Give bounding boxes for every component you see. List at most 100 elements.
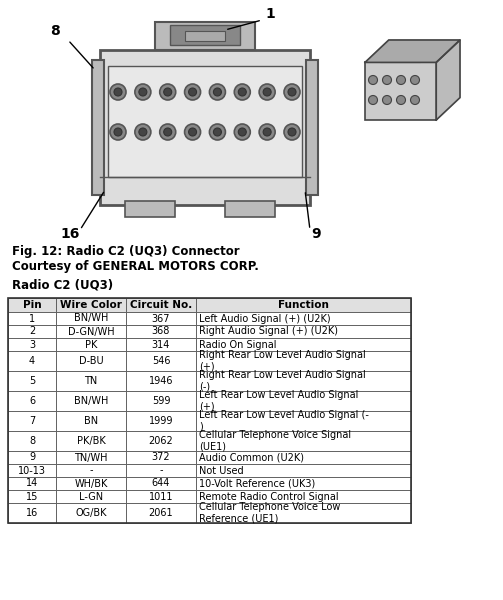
Text: L-GN: L-GN xyxy=(79,491,103,502)
Bar xyxy=(196,338,411,351)
Circle shape xyxy=(238,88,246,96)
Text: Right Rear Low Level Audio Signal
(+): Right Rear Low Level Audio Signal (+) xyxy=(199,350,366,372)
Text: Function: Function xyxy=(278,300,329,310)
Text: 599: 599 xyxy=(152,396,170,406)
Circle shape xyxy=(234,84,250,100)
Text: WH/BK: WH/BK xyxy=(74,479,108,488)
Text: TN/WH: TN/WH xyxy=(74,452,108,463)
Bar xyxy=(56,451,126,464)
Circle shape xyxy=(396,95,405,104)
Bar xyxy=(56,411,126,431)
Circle shape xyxy=(110,124,126,140)
Polygon shape xyxy=(365,40,460,62)
Text: PK: PK xyxy=(85,340,97,349)
Circle shape xyxy=(189,128,197,136)
Text: 1946: 1946 xyxy=(149,376,173,386)
Bar xyxy=(8,490,56,503)
Text: OG/BK: OG/BK xyxy=(75,508,107,518)
Circle shape xyxy=(234,124,250,140)
Bar xyxy=(170,25,240,45)
Text: 8: 8 xyxy=(50,24,60,38)
Text: 546: 546 xyxy=(152,356,170,366)
Bar xyxy=(196,312,411,325)
Text: 15: 15 xyxy=(26,491,38,502)
Text: 2062: 2062 xyxy=(148,436,174,446)
Bar xyxy=(8,371,56,391)
Text: BN: BN xyxy=(84,416,98,426)
Text: 644: 644 xyxy=(152,479,170,488)
Text: 16: 16 xyxy=(60,227,79,241)
Bar xyxy=(126,312,196,325)
Text: 6: 6 xyxy=(29,396,35,406)
Bar xyxy=(56,351,126,371)
Bar xyxy=(126,371,196,391)
Bar xyxy=(8,477,56,490)
Circle shape xyxy=(114,128,122,136)
Circle shape xyxy=(209,84,225,100)
Bar xyxy=(126,298,196,312)
Circle shape xyxy=(135,124,151,140)
Bar xyxy=(225,201,275,217)
Circle shape xyxy=(110,84,126,100)
Bar xyxy=(196,325,411,338)
Circle shape xyxy=(288,88,296,96)
Bar xyxy=(8,338,56,351)
Text: 10-13: 10-13 xyxy=(18,466,46,475)
Bar xyxy=(56,298,126,312)
Circle shape xyxy=(160,84,176,100)
Text: Cellular Telephone Voice Signal
(UE1): Cellular Telephone Voice Signal (UE1) xyxy=(199,430,351,452)
Circle shape xyxy=(284,84,300,100)
Text: 9: 9 xyxy=(311,227,321,241)
Bar xyxy=(196,371,411,391)
Bar xyxy=(196,490,411,503)
Circle shape xyxy=(288,128,296,136)
Bar xyxy=(126,490,196,503)
Text: Not Used: Not Used xyxy=(199,466,243,475)
Bar xyxy=(155,22,255,50)
Bar xyxy=(306,60,318,195)
Text: Radio C2 (UQ3): Radio C2 (UQ3) xyxy=(12,278,113,291)
Text: 8: 8 xyxy=(29,436,35,446)
Circle shape xyxy=(139,88,147,96)
Text: Circuit No.: Circuit No. xyxy=(130,300,192,310)
Text: 10-Volt Reference (UK3): 10-Volt Reference (UK3) xyxy=(199,479,315,488)
Circle shape xyxy=(185,84,201,100)
Text: 1: 1 xyxy=(29,313,35,323)
Circle shape xyxy=(382,95,391,104)
Bar xyxy=(196,411,411,431)
Text: D-BU: D-BU xyxy=(78,356,103,366)
Bar xyxy=(8,431,56,451)
Text: 2: 2 xyxy=(29,326,35,337)
Bar xyxy=(56,464,126,477)
Circle shape xyxy=(163,88,172,96)
Bar xyxy=(56,391,126,411)
Circle shape xyxy=(213,128,221,136)
Bar xyxy=(8,503,56,523)
FancyBboxPatch shape xyxy=(100,50,310,205)
Text: Wire Color: Wire Color xyxy=(60,300,122,310)
Bar xyxy=(56,490,126,503)
Bar xyxy=(126,351,196,371)
Text: 368: 368 xyxy=(152,326,170,337)
Text: 1011: 1011 xyxy=(149,491,173,502)
Text: Courtesy of GENERAL MOTORS CORP.: Courtesy of GENERAL MOTORS CORP. xyxy=(12,260,259,273)
Text: Left Rear Low Level Audio Signal (-
): Left Rear Low Level Audio Signal (- ) xyxy=(199,410,369,432)
Circle shape xyxy=(259,124,275,140)
Text: Right Rear Low Level Audio Signal
(-): Right Rear Low Level Audio Signal (-) xyxy=(199,370,366,392)
Text: 1999: 1999 xyxy=(149,416,173,426)
Circle shape xyxy=(213,88,221,96)
Bar xyxy=(126,431,196,451)
Bar xyxy=(8,411,56,431)
Bar xyxy=(196,298,411,312)
Text: 314: 314 xyxy=(152,340,170,349)
Bar xyxy=(126,338,196,351)
Circle shape xyxy=(263,88,271,96)
Text: 7: 7 xyxy=(29,416,35,426)
Bar xyxy=(8,391,56,411)
Circle shape xyxy=(185,124,201,140)
Text: 9: 9 xyxy=(29,452,35,463)
Text: 14: 14 xyxy=(26,479,38,488)
Bar xyxy=(56,371,126,391)
Text: 367: 367 xyxy=(152,313,170,323)
Bar xyxy=(196,477,411,490)
